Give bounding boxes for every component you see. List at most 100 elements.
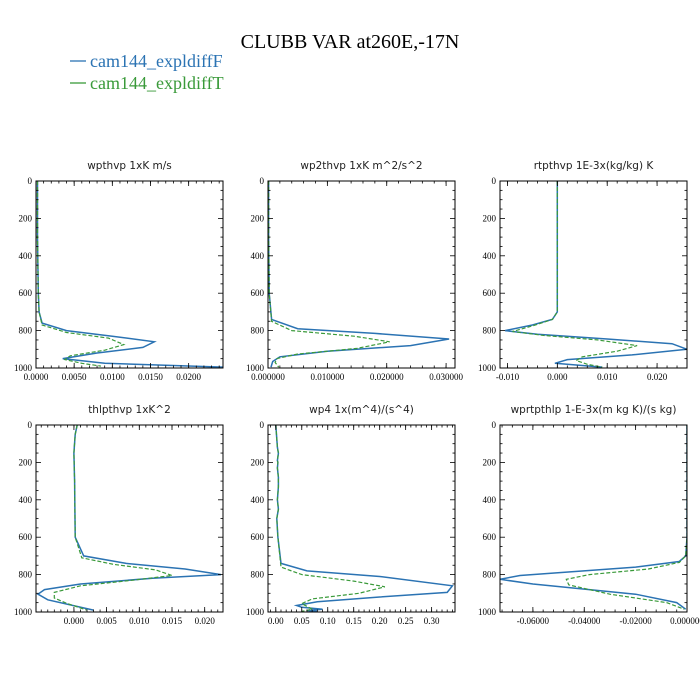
- panel-5: wp4 1x(m^4)/(s^4) 0 200 400 600 800 10000.00 0.…: [246, 404, 456, 626]
- panel-6: wprtpthlp 1-E-3x(m kg K)/(s kg) 0 200 400 60…: [478, 404, 700, 626]
- series-line-1: [36, 425, 222, 611]
- x-tick-label: 0.010000: [310, 372, 344, 382]
- x-tick-label: 0.0200: [176, 372, 201, 382]
- x-tick-label: -0.06000: [517, 616, 550, 626]
- y-tick-label: 400: [19, 251, 33, 261]
- y-tick-label: 0: [260, 176, 265, 186]
- x-tick-label: 0.010: [597, 372, 618, 382]
- y-tick-label: 600: [19, 532, 33, 542]
- x-tick-label: 0.10: [320, 616, 336, 626]
- series-line-2: [36, 181, 126, 367]
- x-tick-label: 0.000: [547, 372, 568, 382]
- y-tick-label: 1000: [246, 363, 265, 373]
- y-tick-label: 400: [19, 495, 33, 505]
- panel-1: wpthvp 1xK m/s 0 200 400 600 800 10000.0000 0.0…: [14, 160, 224, 382]
- plot-frame: [35, 424, 224, 613]
- y-tick-label: 600: [251, 532, 265, 542]
- series-line-2: [53, 425, 173, 611]
- y-tick-label: 200: [19, 457, 33, 467]
- x-tick-label: 0.030000: [429, 372, 463, 382]
- x-tick-label: 0.0100: [100, 372, 125, 382]
- series-line-1: [36, 181, 223, 368]
- series-line-1: [268, 181, 450, 368]
- x-tick-label: -0.04000: [568, 616, 601, 626]
- y-tick-label: 1000: [14, 363, 33, 373]
- x-tick-label: 0.020000: [370, 372, 404, 382]
- y-tick-label: 200: [19, 213, 33, 223]
- legend: cam144_expldiffF cam144_expldiffT: [70, 51, 224, 93]
- figure-title: CLUBB VAR at260E,-17N: [241, 31, 460, 53]
- y-tick-label: 800: [483, 570, 497, 580]
- x-tick-label: 0.0000: [24, 372, 49, 382]
- y-tick-label: 400: [483, 251, 497, 261]
- y-tick-label: 1000: [14, 607, 33, 617]
- panel-title: thlpthvp 1xK^2: [88, 404, 171, 416]
- y-tick-label: 800: [251, 326, 265, 336]
- x-tick-label: -0.02000: [620, 616, 653, 626]
- panel-title: rtpthvp 1E-3x(kg/kg) K: [534, 160, 655, 172]
- series-line-2: [565, 425, 687, 610]
- y-tick-label: 600: [483, 288, 497, 298]
- y-tick-label: 400: [483, 495, 497, 505]
- y-tick-label: 800: [19, 570, 33, 580]
- x-tick-label: 0.020: [647, 372, 668, 382]
- series-line-1: [500, 425, 687, 610]
- y-tick-label: 1000: [478, 363, 497, 373]
- y-tick-label: 1000: [478, 607, 497, 617]
- y-tick-label: 600: [251, 288, 265, 298]
- y-tick-label: 200: [483, 213, 497, 223]
- y-tick-label: 600: [19, 288, 33, 298]
- panel-title: wprtpthlp 1-E-3x(m kg K)/(s kg): [511, 404, 677, 416]
- x-tick-label: 0.020: [195, 616, 216, 626]
- panel-title: wp2thvp 1xK m^2/s^2: [300, 160, 422, 172]
- panel-4: thlpthvp 1xK^2 0 200 400 600 800 1000 0.000 0.00…: [14, 404, 224, 626]
- plot-frame: [499, 180, 688, 369]
- y-tick-label: 200: [251, 457, 265, 467]
- x-tick-label: 0.010: [129, 616, 150, 626]
- x-tick-label: -0.010: [496, 372, 520, 382]
- x-tick-label: 0.05: [294, 616, 310, 626]
- y-tick-label: 400: [251, 495, 265, 505]
- series-line-1: [275, 425, 454, 612]
- x-tick-label: 0.000: [64, 616, 85, 626]
- x-tick-label: 0.0150: [138, 372, 163, 382]
- y-tick-label: 800: [251, 570, 265, 580]
- y-tick-label: 400: [251, 251, 265, 261]
- x-tick-label: 0.30: [424, 616, 440, 626]
- panel-3: rtpthvp 1E-3x(kg/kg) K 0 200 400 600 800 1000-…: [478, 160, 688, 382]
- plot-frame: [267, 424, 456, 613]
- x-tick-label: 0.000000: [670, 616, 700, 626]
- series-line-2: [268, 181, 390, 368]
- legend-label-2: cam144_expldiffT: [90, 73, 224, 93]
- x-tick-label: 0.25: [398, 616, 414, 626]
- y-tick-label: 1000: [246, 607, 265, 617]
- series-line-1: [504, 181, 687, 368]
- panel-title: wpthvp 1xK m/s: [87, 160, 172, 172]
- x-tick-label: 0.0050: [62, 372, 87, 382]
- x-tick-label: 0.20: [372, 616, 388, 626]
- y-tick-label: 600: [483, 532, 497, 542]
- y-tick-label: 200: [483, 457, 497, 467]
- y-tick-label: 0: [492, 420, 497, 430]
- x-tick-label: 0.015: [162, 616, 183, 626]
- series-line-2: [512, 181, 638, 368]
- y-tick-label: 0: [260, 420, 265, 430]
- panel-2: wp2thvp 1xK m^2/s^2 0 200 400 600 800 10000.00…: [246, 160, 463, 382]
- legend-label-1: cam144_expldiffF: [90, 51, 223, 71]
- plot-frame: [267, 180, 456, 369]
- x-tick-label: 0.15: [346, 616, 362, 626]
- y-tick-label: 0: [492, 176, 497, 186]
- y-tick-label: 800: [19, 326, 33, 336]
- series-line-2: [275, 425, 386, 612]
- y-tick-label: 200: [251, 213, 265, 223]
- plot-frame: [35, 180, 224, 369]
- x-tick-label: 0.00: [268, 616, 284, 626]
- y-tick-label: 0: [28, 176, 33, 186]
- x-tick-label: 0.000000: [251, 372, 285, 382]
- x-tick-label: 0.005: [96, 616, 117, 626]
- y-tick-label: 800: [483, 326, 497, 336]
- y-tick-label: 0: [28, 420, 33, 430]
- panel-title: wp4 1x(m^4)/(s^4): [309, 404, 414, 416]
